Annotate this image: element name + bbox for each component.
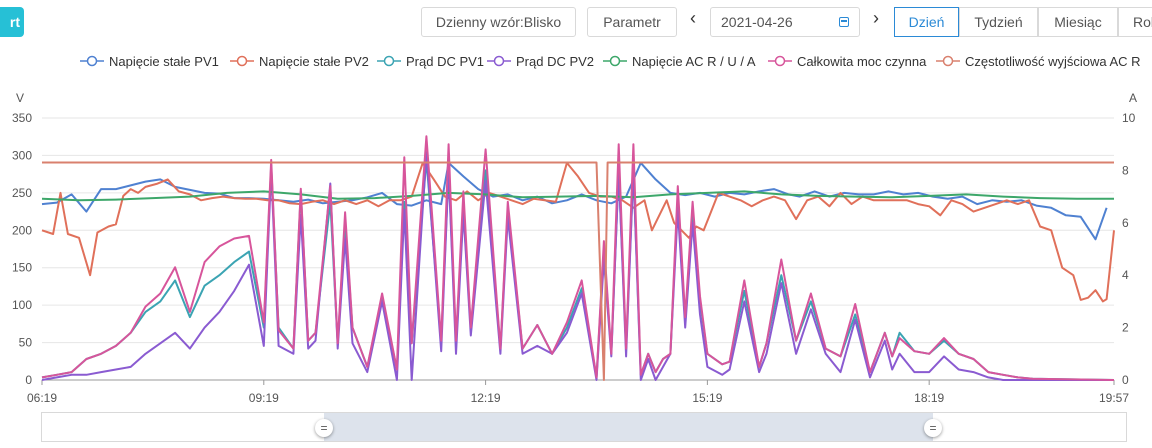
legend-label: Napięcie AC R / U / A (632, 53, 756, 69)
legend-item-2[interactable]: Prąd DC PV1 (377, 48, 484, 74)
right-tick-label: 2 (1122, 321, 1129, 335)
parameter-button[interactable]: Parametr (587, 7, 677, 37)
left-axis-unit: V (16, 91, 24, 105)
legend-marker-icon (80, 55, 104, 67)
legend-label: Napięcie stałe PV1 (109, 53, 219, 69)
legend-item-3[interactable]: Prąd DC PV2 (487, 48, 594, 74)
x-tick-label: 19:57 (1099, 391, 1129, 405)
legend-item-0[interactable]: Napięcie stałe PV1 (80, 48, 219, 74)
legend-marker-icon (230, 55, 254, 67)
left-tick-label: 300 (12, 148, 32, 162)
left-tick-label: 100 (12, 298, 32, 312)
tab-month[interactable]: Miesiąc (1038, 7, 1118, 37)
next-day-icon[interactable]: › (873, 8, 879, 28)
right-tick-label: 0 (1122, 373, 1129, 387)
tab-year[interactable]: Rok (1118, 7, 1152, 37)
legend-label: Częstotliwość wyjściowa AC R (965, 53, 1141, 69)
legend-item-5[interactable]: Całkowita moc czynna (768, 48, 926, 74)
series-line-6 (42, 161, 1114, 381)
x-tick-label: 15:19 (692, 391, 722, 405)
x-tick-label: 09:19 (249, 391, 279, 405)
legend-marker-icon (377, 55, 401, 67)
left-tick-label: 150 (12, 261, 32, 275)
series-line-4 (41, 190, 1114, 202)
legend-marker-icon (603, 55, 627, 67)
chart-legend: Napięcie stałe PV1 Napięcie stałe PV2 Prąd… (0, 48, 1152, 74)
x-tick-label: 06:19 (27, 391, 57, 405)
legend-label: Prąd DC PV2 (516, 53, 595, 69)
series-line-2 (41, 158, 1115, 381)
legend-item-1[interactable]: Napięcie stałe PV2 (230, 48, 369, 74)
right-axis-unit: A (1129, 91, 1137, 105)
zoom-slider-selection[interactable] (324, 413, 933, 441)
series-line-1 (41, 161, 1115, 303)
left-tick-label: 350 (12, 111, 32, 125)
left-tick-label: 200 (12, 223, 32, 237)
legend-item-6[interactable]: Częstotliwość wyjściowa AC R (936, 48, 1141, 74)
export-button[interactable]: rt (0, 7, 24, 37)
legend-label: Prąd DC PV1 (406, 53, 485, 69)
line-chart: 0 50 100 150 200 250 300 350 0 2 4 6 8 10 V A 06:19 09:19… (12, 91, 1137, 405)
tab-week[interactable]: Tydzień (959, 7, 1038, 37)
date-value: 2021-04-26 (721, 14, 793, 30)
series-line-5 (41, 135, 1115, 381)
right-tick-label: 6 (1122, 216, 1129, 230)
legend-marker-icon (936, 55, 960, 67)
left-tick-label: 50 (19, 336, 33, 350)
prev-day-icon[interactable]: ‹ (690, 8, 696, 28)
zoom-handle-right[interactable]: = (924, 419, 942, 437)
legend-label: Całkowita moc czynna (797, 53, 927, 69)
calendar-icon[interactable] (839, 17, 849, 27)
right-tick-label: 4 (1122, 268, 1129, 282)
x-tick-label: 12:19 (471, 391, 501, 405)
legend-label: Napięcie stałe PV2 (259, 53, 369, 69)
date-input[interactable]: 2021-04-26 (710, 7, 860, 37)
legend-marker-icon (768, 55, 792, 67)
right-tick-label: 8 (1122, 163, 1129, 177)
x-tick-label: 18:19 (914, 391, 944, 405)
legend-item-4[interactable]: Napięcie AC R / U / A (603, 48, 756, 74)
left-tick-label: 0 (25, 373, 32, 387)
daily-pattern-button[interactable]: Dzienny wzór:Blisko (421, 7, 576, 37)
right-tick-label: 10 (1122, 111, 1136, 125)
left-tick-label: 250 (12, 186, 32, 200)
legend-marker-icon (487, 55, 511, 67)
tab-day[interactable]: Dzień (894, 7, 959, 37)
zoom-handle-left[interactable]: = (315, 419, 333, 437)
series-line-3 (41, 151, 1114, 381)
